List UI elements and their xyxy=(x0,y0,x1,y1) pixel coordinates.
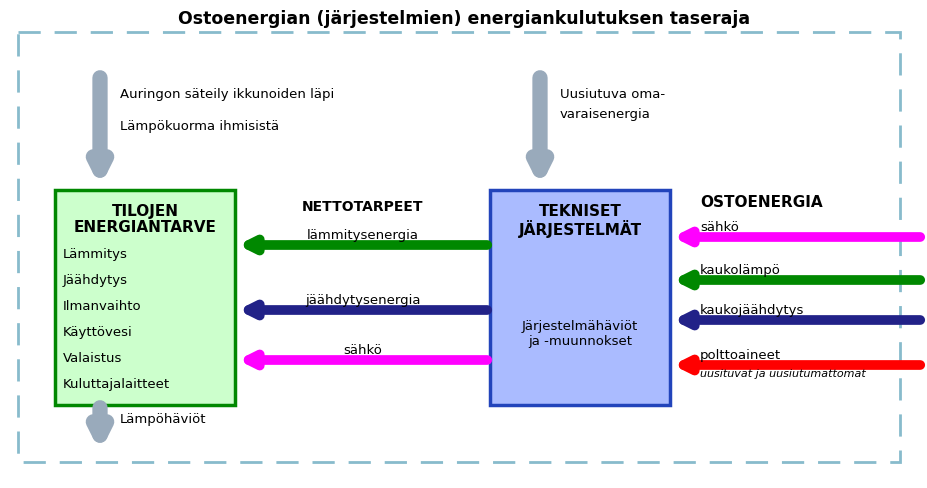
Text: varaisenergia: varaisenergia xyxy=(559,108,650,121)
Text: Jäähdytys: Jäähdytys xyxy=(63,274,128,287)
Text: NETTOTARPEET: NETTOTARPEET xyxy=(301,200,423,214)
Text: Auringon säteily ikkunoiden läpi: Auringon säteily ikkunoiden läpi xyxy=(120,88,334,101)
Text: Uusiutuva oma-: Uusiutuva oma- xyxy=(559,88,665,101)
FancyBboxPatch shape xyxy=(55,190,235,405)
Text: Järjestelmähäviöt
ja -muunnokset: Järjestelmähäviöt ja -muunnokset xyxy=(521,320,638,348)
Text: jäähdytysenergia: jäähdytysenergia xyxy=(304,294,420,307)
Text: kaukolämpö: kaukolämpö xyxy=(699,264,780,277)
Text: Lämpökuorma ihmisistä: Lämpökuorma ihmisistä xyxy=(120,120,279,133)
Text: kaukojäähdytys: kaukojäähdytys xyxy=(699,304,804,317)
FancyBboxPatch shape xyxy=(489,190,669,405)
Text: Lämpöhäviöt: Lämpöhäviöt xyxy=(120,413,207,426)
Text: Ostoenergian (järjestelmien) energiankulutuksen taseraja: Ostoenergian (järjestelmien) energiankul… xyxy=(178,10,749,28)
Text: sähkö: sähkö xyxy=(699,221,738,234)
Text: TEKNISET: TEKNISET xyxy=(538,204,621,219)
Text: polttoaineet: polttoaineet xyxy=(699,349,781,362)
Text: Kuluttajalaitteet: Kuluttajalaitteet xyxy=(63,378,170,391)
Text: Valaistus: Valaistus xyxy=(63,352,122,365)
Text: TILOJEN: TILOJEN xyxy=(111,204,178,219)
Text: ENERGIANTARVE: ENERGIANTARVE xyxy=(73,220,216,235)
Text: JÄRJESTELMÄT: JÄRJESTELMÄT xyxy=(518,220,641,238)
Text: Lämmitys: Lämmitys xyxy=(63,248,128,261)
Text: lämmitysenergia: lämmitysenergia xyxy=(306,229,418,242)
Text: Käyttövesi: Käyttövesi xyxy=(63,326,133,339)
Text: OSTOENERGIA: OSTOENERGIA xyxy=(699,195,821,210)
Text: Ilmanvaihto: Ilmanvaihto xyxy=(63,300,142,313)
Text: sähkö: sähkö xyxy=(343,344,382,357)
Text: uusituvat ja uusiutumattomat: uusituvat ja uusiutumattomat xyxy=(699,369,865,379)
